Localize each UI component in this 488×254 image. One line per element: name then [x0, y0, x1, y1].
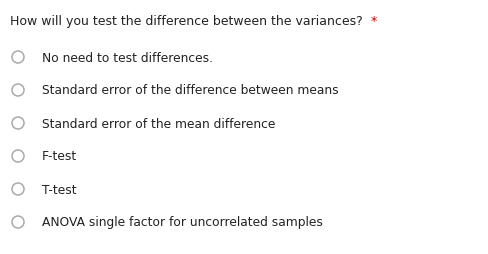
Text: T-test: T-test — [42, 183, 77, 196]
Text: F-test: F-test — [42, 150, 77, 163]
Text: *: * — [370, 15, 376, 28]
Text: No need to test differences.: No need to test differences. — [42, 51, 213, 64]
Text: How will you test the difference between the variances?: How will you test the difference between… — [10, 15, 362, 28]
Text: Standard error of the mean difference: Standard error of the mean difference — [42, 117, 275, 130]
Text: ANOVA single factor for uncorrelated samples: ANOVA single factor for uncorrelated sam… — [42, 216, 322, 229]
Text: Standard error of the difference between means: Standard error of the difference between… — [42, 84, 338, 97]
